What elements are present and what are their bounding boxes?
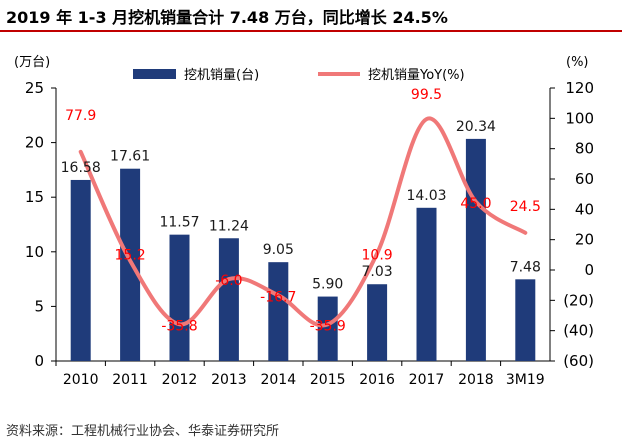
data-labels: 16.58 17.61 11.57 11.24 9.05 5.90 7.03 14.03 20.… [61,87,541,334]
right-tick-label: (60) [563,352,594,370]
bar-value-label: 7.48 [510,259,541,275]
x-tick-label: 2012 [162,372,198,388]
bar-value-label: 14.03 [406,188,446,204]
bar [367,284,388,361]
bar-series [70,138,536,361]
yoy-line-series [78,116,528,328]
bar-value-label: 11.24 [209,218,249,234]
x-tick-label: 2017 [409,372,445,388]
x-tick-label: 3M19 [506,372,545,388]
right-tick-label: 120 [565,79,594,97]
right-tick-label: 0 [584,261,594,279]
yoy-value-label: -35.9 [310,318,346,334]
right-tick-label: 20 [575,231,594,249]
x-tick-label: 2015 [310,372,346,388]
x-tick-label: 2014 [260,372,296,388]
yoy-value-label: -6.0 [215,273,242,289]
bar [515,279,536,361]
right-tick-label: 40 [575,200,594,218]
right-tick-label: 60 [575,170,594,188]
yoy-value-label: 15.2 [115,248,146,264]
yoy-value-label: -16.7 [260,289,296,305]
bar-value-label: 20.34 [456,119,496,135]
yoy-line [78,116,528,328]
title-divider [0,30,622,32]
right-tick-label: (40) [563,322,594,340]
bar-value-label: 16.58 [61,160,101,176]
bar [416,207,437,361]
left-tick-label: 20 [25,134,44,152]
bar-value-label: 17.61 [110,149,150,165]
left-tick-label: 0 [34,352,44,370]
yoy-value-label: 24.5 [510,199,541,215]
bar [268,262,289,361]
bar-value-label: 11.57 [159,215,199,231]
bar-value-label: 5.90 [312,277,343,293]
bar [120,168,141,361]
x-tick-label: 2018 [458,372,494,388]
bar [218,238,239,361]
x-tick-label: 2011 [112,372,148,388]
right-tick-label: (20) [563,291,594,309]
left-axis-unit: (万台) [14,55,50,70]
x-tick-label: 2016 [359,372,395,388]
bar [317,296,338,361]
legend-bar-swatch [133,69,176,79]
bar [70,179,91,361]
left-tick-label: 25 [25,79,44,97]
x-tick-label: 2010 [63,372,99,388]
yoy-value-label: 45.0 [460,196,491,212]
yoy-value-label: 77.9 [65,108,96,124]
source-note: 资料来源：工程机械行业协会、华泰证券研究所 [6,424,280,439]
legend: 挖机销量(台) 挖机销量YoY(%) [133,68,465,83]
x-tick-label: 2013 [211,372,247,388]
yoy-value-label: 99.5 [411,87,442,103]
bar-value-label: 9.05 [263,242,294,258]
right-tick-label: 100 [565,109,594,127]
axes: 0 5 10 15 20 25 (60) (40) (20) 0 20 40 60 80 100 120 (万台… [14,55,594,388]
yoy-value-label: -35.8 [161,318,197,334]
bar [169,234,190,361]
legend-line-label: 挖机销量YoY(%) [368,68,465,83]
excavator-sales-chart: 0 5 10 15 20 25 (60) (40) (20) 0 20 40 60 80 100 120 (万台… [14,55,594,388]
yoy-value-label: 10.9 [362,247,393,263]
bar-value-label: 7.03 [362,264,393,280]
right-tick-label: 80 [575,140,594,158]
bar [465,138,486,361]
left-tick-label: 15 [25,188,44,206]
legend-bar-label: 挖机销量(台) [184,68,259,83]
left-tick-label: 5 [34,297,44,315]
left-tick-label: 10 [25,243,44,261]
right-axis-unit: (%) [566,55,589,70]
chart-title: 2019 年 1-3 月挖机销量合计 7.48 万台，同比增长 24.5% [6,8,448,27]
